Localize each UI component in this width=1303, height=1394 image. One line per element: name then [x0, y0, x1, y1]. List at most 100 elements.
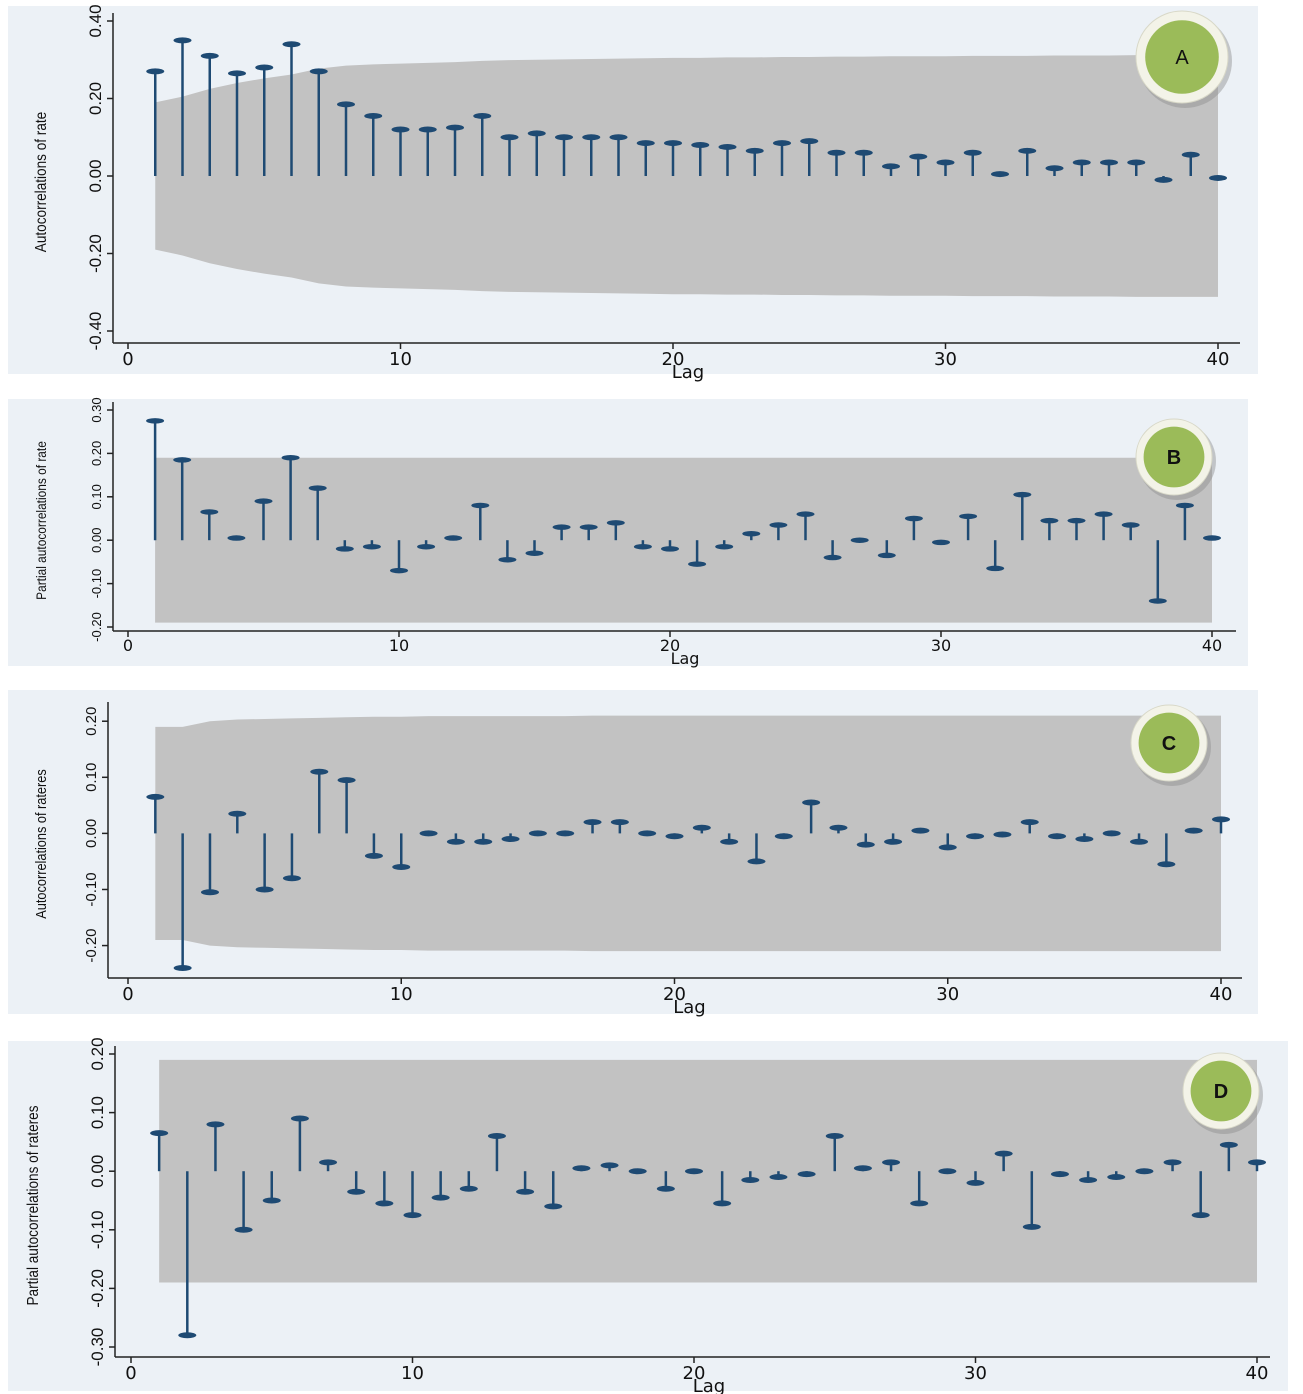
- stem-lag-19: [656, 1171, 675, 1192]
- stem-lag-5: [262, 1171, 281, 1204]
- x-tick-label: 10: [401, 1363, 424, 1384]
- stem-marker: [459, 1185, 478, 1192]
- stem-lag-18: [606, 520, 625, 541]
- stem-lag-32: [986, 540, 1005, 572]
- pacf-chart-d: -0.30 -0.20 -0.10 0.00 0.10 0.20 0 10 20 30 40 Lag P…: [25, 1037, 1270, 1394]
- stem-marker: [823, 554, 842, 561]
- pacf-chart-b: -0.20 -0.10 0.00 0.10 0.20 0.30 0 10 20 30 40 Lag Pa…: [33, 397, 1236, 668]
- stem-marker: [802, 799, 821, 806]
- stem-lag-5: [254, 498, 273, 541]
- stem-lag-36: [1135, 1168, 1154, 1175]
- stem-lag-25: [825, 1133, 844, 1172]
- stem-marker: [1072, 159, 1091, 166]
- stem-marker: [206, 1121, 225, 1128]
- stem-lag-39: [1175, 502, 1194, 541]
- stem-lag-5: [255, 64, 274, 176]
- stem-marker: [392, 864, 411, 871]
- x-tick-label: 30: [931, 636, 951, 655]
- stem-marker: [446, 838, 465, 845]
- stem-marker: [471, 502, 490, 509]
- stem-marker: [487, 1133, 506, 1140]
- stem-marker: [1219, 1141, 1238, 1148]
- stem-lag-33: [1013, 491, 1032, 541]
- x-tick-label: 10: [389, 636, 409, 655]
- stem-lag-7: [308, 485, 327, 541]
- badge-label: D: [1214, 1081, 1228, 1103]
- stem-marker: [1212, 816, 1230, 823]
- y-tick-label: -0.20: [89, 612, 104, 642]
- stem-lag-40: [1212, 816, 1230, 834]
- stem-marker: [769, 522, 788, 528]
- stem-lag-7: [309, 68, 328, 176]
- stem-lag-23: [769, 1171, 788, 1181]
- stem-marker: [173, 457, 192, 463]
- stem-lag-32: [993, 831, 1012, 838]
- stem-marker: [1079, 1176, 1098, 1183]
- stem-lag-17: [582, 134, 601, 176]
- stem-marker: [1067, 517, 1086, 524]
- x-tick-label: 0: [125, 1363, 136, 1384]
- stem-lag-35: [1107, 1171, 1126, 1181]
- stem-marker: [1163, 1159, 1182, 1166]
- stem-lag-27: [856, 833, 875, 848]
- panel-d: -0.30 -0.20 -0.10 0.00 0.10 0.20 0 10 20 30 40 Lag P…: [8, 1037, 1288, 1394]
- stem-marker: [877, 552, 896, 559]
- stem-lag-39: [1219, 1141, 1238, 1172]
- stem-lag-6: [282, 41, 301, 176]
- stem-lag-1: [146, 418, 165, 541]
- x-tick-label: 0: [122, 984, 133, 1005]
- y-tick-label: -0.20: [83, 928, 100, 962]
- stem-marker: [500, 134, 519, 141]
- y-tick-label: 0.20: [86, 82, 105, 115]
- stem-marker: [1148, 598, 1167, 604]
- x-tick-label: 20: [660, 636, 680, 655]
- stem-lag-29: [911, 827, 930, 834]
- stem-marker: [606, 520, 625, 526]
- stem-marker: [713, 1200, 732, 1207]
- stem-marker: [391, 126, 410, 133]
- stem-lag-35: [1075, 833, 1094, 842]
- stem-lag-31: [959, 513, 978, 541]
- stem-marker: [1121, 522, 1140, 528]
- stem-marker: [850, 537, 869, 543]
- stem-marker: [742, 530, 761, 537]
- stem-lag-2: [173, 457, 192, 541]
- stem-lag-6: [282, 833, 301, 882]
- stem-lag-10: [392, 833, 411, 871]
- stem-lag-8: [347, 1171, 366, 1195]
- stem-lag-13: [471, 502, 490, 541]
- stem-lag-4: [228, 810, 247, 834]
- stem-lag-17: [600, 1162, 619, 1172]
- stem-marker: [282, 41, 301, 48]
- stem-marker: [773, 140, 791, 147]
- badge-label: A: [1175, 47, 1189, 69]
- stem-lag-35: [1072, 159, 1091, 176]
- stem-lag-4: [228, 70, 246, 176]
- stem-marker: [829, 824, 848, 831]
- stem-lag-19: [638, 830, 657, 837]
- stem-lag-31: [963, 149, 982, 176]
- stem-marker: [993, 831, 1012, 838]
- stem-lag-1: [146, 68, 165, 176]
- confidence-band: [159, 1059, 1257, 1283]
- stem-lag-27: [854, 149, 873, 176]
- stem-lag-40: [1248, 1159, 1266, 1172]
- stem-marker: [910, 1200, 929, 1207]
- stem-lag-32: [991, 171, 1009, 178]
- stem-marker: [262, 1197, 281, 1204]
- x-tick-label: 40: [1210, 984, 1233, 1005]
- stem-lag-23: [742, 530, 761, 541]
- stem-lag-30: [966, 1171, 985, 1186]
- stem-marker: [1127, 159, 1146, 166]
- stem-lag-40: [1203, 535, 1221, 541]
- stem-lag-8: [335, 540, 354, 552]
- stem-lag-29: [909, 153, 928, 176]
- stem-marker: [528, 830, 547, 837]
- stem-marker: [579, 524, 598, 530]
- stem-marker: [633, 543, 652, 550]
- stem-marker: [431, 1194, 450, 1201]
- stem-marker: [281, 454, 300, 461]
- stem-marker: [474, 838, 493, 845]
- stem-marker: [986, 565, 1005, 572]
- stem-lag-16: [572, 1165, 591, 1172]
